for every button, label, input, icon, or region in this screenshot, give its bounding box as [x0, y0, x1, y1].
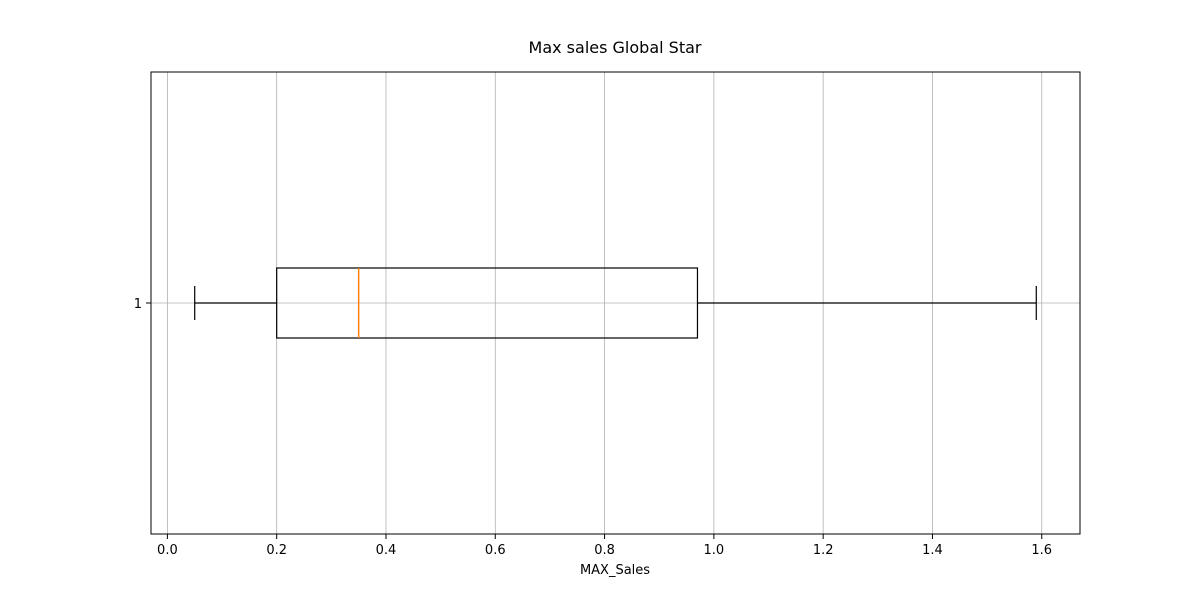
interquartile-box — [276, 267, 699, 339]
x-tick-label: 0.8 — [594, 543, 615, 558]
x-axis-label: MAX_Sales — [580, 563, 650, 578]
x-axis-ticks: 0.0 0.2 0.4 0.6 0.8 1.0 1.2 1.4 1.6 — [157, 534, 1052, 558]
x-tick-label: 1.6 — [1031, 543, 1052, 558]
y-axis-ticks: 1 — [134, 297, 151, 312]
x-tick-label: 0.2 — [266, 543, 287, 558]
x-tick-label: 1.4 — [922, 543, 943, 558]
y-tick-label: 1 — [134, 297, 142, 312]
x-tick-label: 1.2 — [813, 543, 834, 558]
chart-title: Max sales Global Star — [529, 38, 702, 57]
x-tick-label: 0.6 — [485, 543, 506, 558]
x-tick-label: 1.0 — [704, 543, 725, 558]
x-tick-label: 0.0 — [157, 543, 178, 558]
box-series — [194, 267, 1037, 339]
x-tick-label: 0.4 — [376, 543, 397, 558]
